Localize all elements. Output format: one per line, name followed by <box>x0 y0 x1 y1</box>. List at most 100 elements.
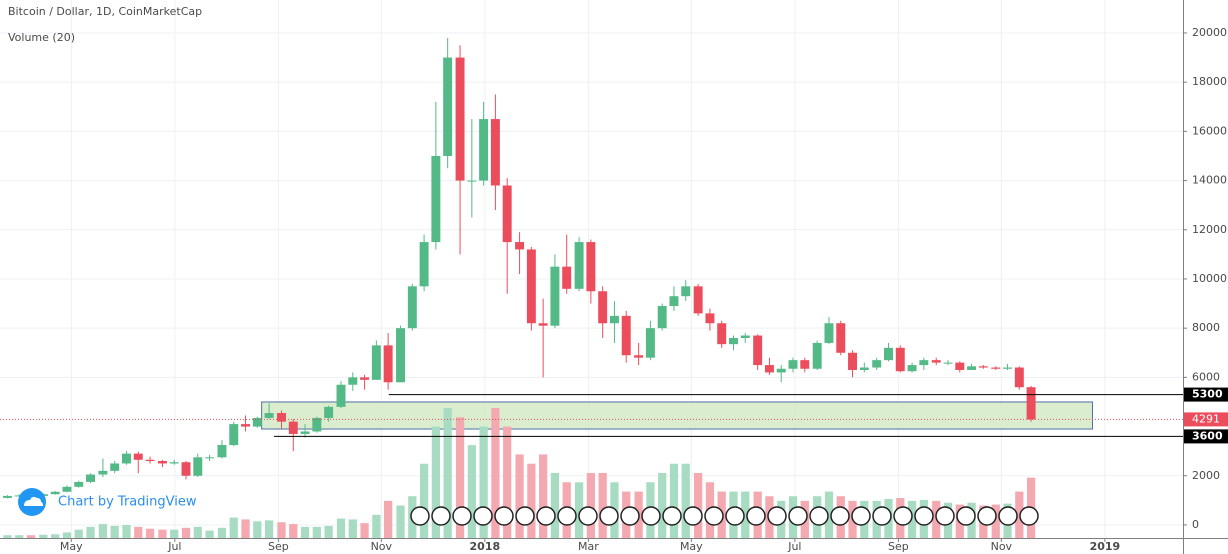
candle-body <box>907 365 917 372</box>
candle-body <box>705 313 715 324</box>
candle-body <box>657 306 667 329</box>
volume-bar <box>491 408 500 538</box>
candle-body <box>574 242 584 289</box>
volume-bar <box>669 463 679 538</box>
candle-body <box>1026 387 1036 420</box>
event-marker <box>1019 506 1039 526</box>
event-marker <box>683 506 703 526</box>
volume-bar <box>26 535 36 538</box>
volume-bar <box>300 526 310 538</box>
event-marker <box>599 506 619 526</box>
candle-body <box>931 360 941 363</box>
candle-body <box>288 421 298 434</box>
grid <box>0 0 1183 538</box>
volume-bar <box>598 473 607 538</box>
volume-bar <box>145 528 155 538</box>
candle-body <box>169 462 179 464</box>
candle-body <box>740 335 750 339</box>
volume-bar <box>170 529 179 538</box>
volume-bar <box>443 408 452 538</box>
candle-body <box>74 481 84 487</box>
volume-bar <box>158 529 167 538</box>
candle-body <box>431 155 441 243</box>
level-label: 5300 <box>1192 388 1223 401</box>
candle-body <box>681 286 691 297</box>
volume-bar <box>419 463 429 538</box>
candle-body <box>812 342 822 369</box>
candle-body <box>943 362 953 364</box>
volume-bar <box>681 463 690 538</box>
volume-bar <box>455 417 465 538</box>
candle-body <box>824 323 834 343</box>
volume-bar <box>289 524 298 538</box>
candle-body <box>133 453 143 460</box>
event-marker <box>830 506 850 526</box>
volume-bar <box>241 519 250 538</box>
x-tick-label: Jul <box>787 540 801 553</box>
x-tick-label: Jul <box>167 540 181 553</box>
candle-body <box>86 474 95 482</box>
candle-body <box>277 413 286 422</box>
candle-body <box>978 366 988 368</box>
level-label: 3600 <box>1192 429 1223 442</box>
y-tick-label: 12000 <box>1192 223 1227 236</box>
volume-bar <box>348 519 357 538</box>
volume-bar <box>205 530 214 538</box>
volume-bar <box>181 527 191 538</box>
candle-body <box>645 328 655 358</box>
candle-body <box>884 347 893 361</box>
candle-body <box>848 352 858 370</box>
x-tick-label: Sep <box>888 540 909 553</box>
event-marker <box>914 506 934 526</box>
volume-bar <box>396 505 405 538</box>
candle-body <box>515 242 525 250</box>
volume-bar <box>741 491 750 538</box>
candle-body <box>634 355 644 358</box>
watermark: Chart by TradingView <box>18 488 197 516</box>
volume-bar <box>336 518 346 538</box>
candle-body <box>669 296 679 307</box>
volume-bar <box>39 534 48 538</box>
volume-bar <box>229 517 238 538</box>
y-tick-label: 20000 <box>1192 26 1227 39</box>
volume-bar <box>217 527 227 538</box>
volume-bar <box>15 535 24 538</box>
y-tick-label: 10000 <box>1192 272 1227 285</box>
volume-bar <box>824 491 834 538</box>
volume-bar <box>694 473 703 538</box>
event-marker <box>662 506 682 526</box>
watermark-text[interactable]: Chart by TradingView <box>58 495 197 510</box>
candle-body <box>2 495 12 498</box>
volume-bar <box>431 426 440 538</box>
volume-bar <box>515 454 524 538</box>
candle-body <box>312 417 322 432</box>
candle-body <box>479 119 489 181</box>
candle-body <box>967 366 977 370</box>
support-zone <box>261 401 1093 430</box>
candle-body <box>800 360 810 369</box>
candle-body <box>157 461 167 464</box>
last-price-label: 4291 <box>1192 412 1220 425</box>
candle-body <box>383 345 393 383</box>
event-marker <box>410 506 430 526</box>
event-marker <box>452 506 472 526</box>
candle-body <box>407 286 417 329</box>
candle-body <box>753 335 763 366</box>
volume-bar <box>574 482 584 538</box>
x-tick-label: May <box>60 540 83 553</box>
candle-body <box>348 377 358 385</box>
event-marker <box>851 506 871 526</box>
x-tick-label: Nov <box>371 540 393 553</box>
candle-body <box>586 242 596 292</box>
volume-bar <box>550 473 560 538</box>
candle-body <box>1014 367 1024 388</box>
event-marker <box>956 506 976 526</box>
volume-bar <box>372 514 381 538</box>
volume-bar <box>586 473 596 538</box>
candle-body <box>764 365 774 373</box>
candle-body <box>193 457 203 476</box>
candle-body <box>562 266 572 289</box>
candle-body <box>14 495 24 497</box>
volume-bar <box>991 504 1000 538</box>
